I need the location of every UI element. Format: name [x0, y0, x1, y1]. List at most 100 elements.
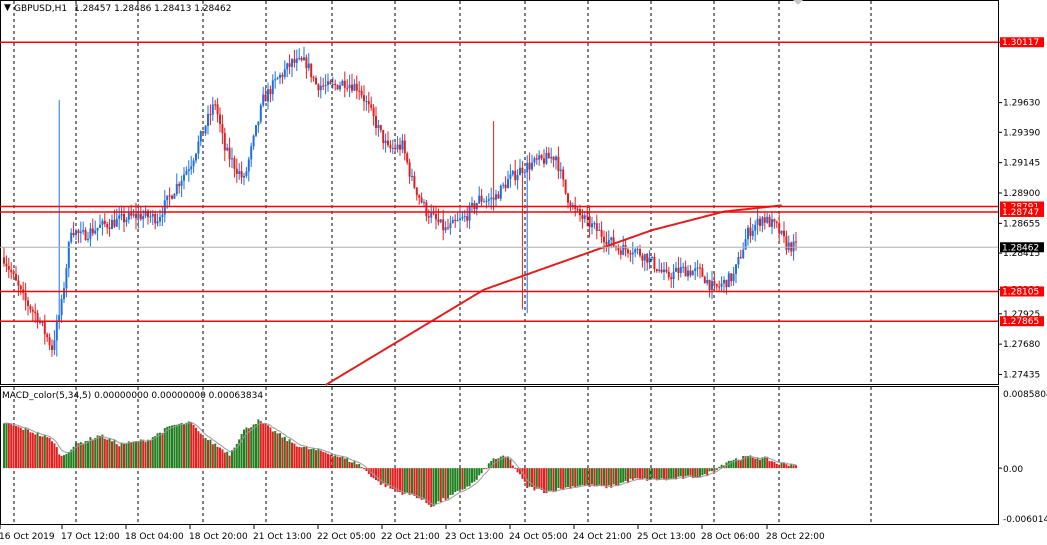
candle-body-bear — [408, 162, 411, 177]
candle-body-bull — [761, 217, 764, 226]
candle-body-bear — [329, 81, 332, 84]
macd-bar-falling — [48, 437, 51, 469]
candle-body-bull — [295, 58, 298, 63]
price-tick-label: 1.28900 — [1003, 189, 1040, 199]
macd-bar-falling — [375, 468, 377, 481]
macd-bar-falling — [552, 468, 555, 493]
macd-bar-rising — [432, 468, 435, 507]
candle-body-bull — [461, 217, 464, 219]
candle-body-bear — [382, 130, 385, 144]
macd-bar-rising — [108, 438, 111, 469]
macd-bar-rising — [612, 468, 615, 485]
candle-body-bear — [228, 147, 231, 160]
candle-body-bull — [478, 195, 481, 204]
macd-bar-falling — [264, 423, 267, 469]
candle-body-bear — [759, 218, 761, 226]
macd-bar-rising — [147, 439, 149, 469]
candle-body-bull — [192, 160, 195, 167]
macd-bar-falling — [420, 468, 423, 500]
candle-body-bull — [607, 239, 610, 245]
candle-body-bear — [293, 59, 296, 63]
macd-bar-falling — [19, 427, 22, 469]
candle-body-bull — [737, 256, 740, 265]
macd-bar-falling — [118, 446, 121, 469]
macd-bar-rising — [703, 468, 706, 475]
candle-body-bull — [533, 158, 536, 163]
candle-body-bull — [231, 158, 233, 160]
candle-body-bear — [703, 276, 706, 284]
macd-bar-falling — [149, 440, 152, 469]
candle-body-bull — [166, 195, 169, 201]
macd-bar-falling — [384, 468, 387, 488]
macd-bar-falling — [219, 447, 221, 469]
window-header-icon: ▼ — [4, 3, 11, 13]
macd-bar-rising — [634, 468, 637, 479]
candle-body-bear — [24, 293, 27, 301]
candle-body-bull — [696, 267, 699, 269]
macd-bar-rising — [382, 468, 385, 484]
macd-bar-falling — [379, 468, 382, 485]
macd-bar-rising — [387, 468, 389, 486]
level-price-tag — [1000, 37, 1044, 48]
macd-bar-falling — [291, 442, 293, 469]
macd-bar-rising — [502, 455, 505, 469]
candle-body-bear — [581, 215, 584, 219]
candle-body-bear — [677, 267, 680, 273]
macd-bar-rising — [243, 429, 245, 469]
candle-body-bear — [10, 269, 13, 273]
candle-body-bull — [111, 219, 113, 229]
candle-body-bear — [240, 171, 243, 178]
candle-body-bear — [351, 84, 353, 91]
candle-body-bear — [701, 268, 704, 277]
candle-body-bull — [307, 63, 310, 69]
macd-bar-falling — [413, 468, 416, 496]
candle-body-bull — [82, 230, 85, 232]
macd-bar-falling — [754, 458, 757, 469]
macd-bar-rising — [132, 441, 135, 469]
level-price-tag — [1000, 206, 1044, 217]
candle-body-bull — [545, 152, 548, 164]
macd-bar-rising — [334, 455, 337, 469]
macd-bar-rising — [358, 464, 361, 469]
macd-axis-min: -0.0060140 — [1003, 515, 1047, 525]
macd-bar-rising — [730, 460, 733, 469]
candle-body-bull — [276, 77, 279, 80]
candle-body-bull — [142, 215, 145, 220]
macd-bar-rising — [65, 453, 68, 469]
macd-bar-rising — [156, 433, 159, 469]
macd-bar-falling — [247, 428, 250, 469]
candle-body-bull — [291, 59, 293, 67]
macd-bar-rising — [643, 468, 646, 479]
macd-bar-falling — [766, 456, 769, 469]
macd-bar-falling — [223, 452, 226, 469]
candle-body-bear — [147, 210, 149, 218]
candle-body-bear — [406, 153, 409, 163]
macd-bar-rising — [595, 468, 598, 487]
candle-body-bull — [163, 200, 166, 215]
price-tick-label: 1.27435 — [1003, 370, 1040, 380]
candle-body-bear — [773, 219, 776, 222]
candle-body-bull — [99, 224, 101, 228]
candle-body-bull — [365, 100, 368, 102]
candle-body-bull — [207, 114, 209, 126]
macd-bar-falling — [271, 431, 274, 469]
macd-bar-rising — [487, 463, 490, 469]
macd-bar-falling — [504, 456, 507, 469]
price-tick-label: 1.29630 — [1003, 99, 1040, 109]
macd-bar-falling — [768, 461, 771, 469]
macd-bar-falling — [111, 441, 113, 469]
price-tick-label: 1.29390 — [1003, 128, 1040, 138]
macd-bar-falling — [773, 461, 776, 469]
macd-bar-rising — [423, 468, 425, 500]
macd-bar-rising — [451, 468, 454, 495]
candle-body-bull — [324, 85, 327, 87]
macd-bar-falling — [123, 444, 125, 469]
macd-bar-rising — [341, 456, 344, 469]
autoscroll-marker-icon[interactable] — [793, 0, 803, 5]
chart-symbol-label: GBPUSD,H1 — [14, 4, 67, 14]
macd-bar-falling — [58, 454, 61, 469]
candle-body-bear — [375, 116, 377, 129]
candle-body-bull — [190, 166, 193, 170]
macd-bar-falling — [377, 468, 380, 482]
